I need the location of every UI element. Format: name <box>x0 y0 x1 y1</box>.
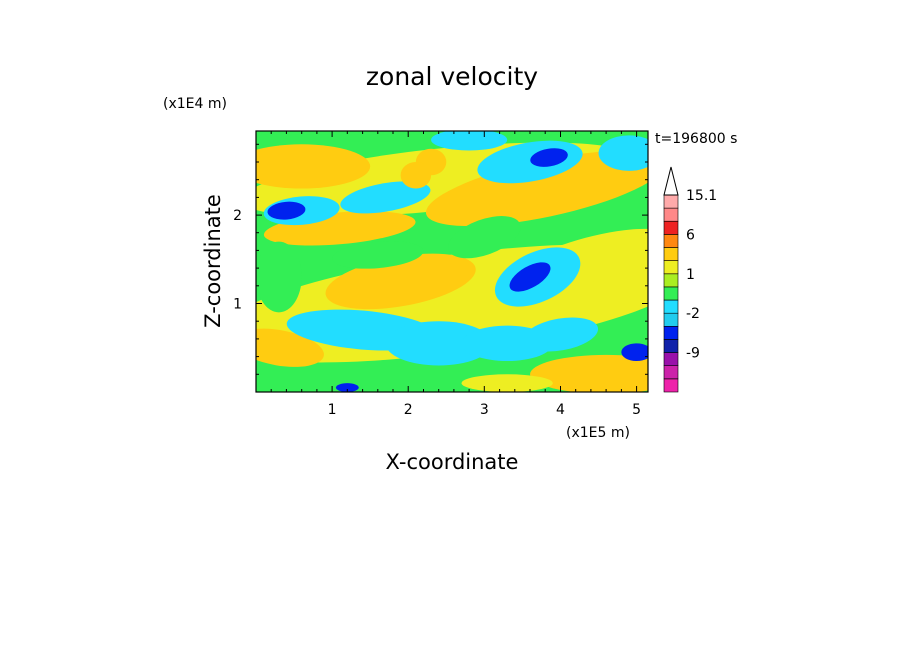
y-tick-label: 2 <box>233 208 242 224</box>
y-axis-label: Z-coordinate <box>201 194 225 328</box>
colorbar-label: -9 <box>686 346 700 362</box>
field-contour-band <box>425 150 648 227</box>
x-tick-label: 3 <box>480 402 489 418</box>
field-contour-band <box>461 374 553 392</box>
colorbar-segment <box>663 352 679 367</box>
y-tick-label: 1 <box>233 297 242 313</box>
field-contour-band <box>448 216 521 259</box>
field-contour-band <box>522 317 599 352</box>
colorbar: 15.1 6 1 -2 -9 <box>663 166 717 393</box>
y-axis-unit: (x1E4 m) <box>163 96 227 112</box>
field-contour-band <box>509 262 551 292</box>
x-tick-label: 1 <box>328 402 337 418</box>
colorbar-label: -2 <box>686 306 700 322</box>
colorbar-segment <box>663 273 679 288</box>
field-contour-band <box>530 148 568 167</box>
colorbar-segment <box>663 207 679 222</box>
plot-frame <box>255 130 649 393</box>
colorbar-segment <box>663 339 679 353</box>
x-axis-unit: (x1E5 m) <box>566 425 630 441</box>
colorbar-segment <box>663 247 679 261</box>
chart-title: zonal velocity <box>366 62 538 91</box>
colorbar-segment <box>663 325 679 340</box>
velocity-field <box>256 131 648 392</box>
colorbar-segment <box>663 365 679 380</box>
time-label: t=196800 s <box>655 131 737 147</box>
field-contour-band <box>400 161 432 189</box>
x-tick-label: 4 <box>556 402 565 418</box>
x-tick-label: 5 <box>632 402 641 418</box>
x-axis-label: X-coordinate <box>386 450 519 474</box>
field-contour-band <box>267 201 306 220</box>
contour-plot-area: 1 2 3 4 5 1 2 <box>233 130 649 418</box>
axis-ticks: 1 2 3 4 5 1 2 <box>233 131 648 418</box>
field-contour-band <box>530 354 648 392</box>
x-tick-label: 2 <box>404 402 413 418</box>
colorbar-segment <box>663 194 679 209</box>
colorbar-segment <box>663 312 679 327</box>
field-contour-band <box>598 135 648 171</box>
field-contour-band <box>335 383 359 392</box>
field-contour-band <box>256 241 302 313</box>
colorbar-segment <box>663 378 679 393</box>
colorbar-segment <box>663 234 679 248</box>
colorbar-segment <box>663 286 679 301</box>
field-contour-band <box>340 181 431 214</box>
colorbar-label: 15.1 <box>686 188 717 204</box>
field-contour-band <box>256 144 371 189</box>
colorbar-segment <box>663 221 679 235</box>
field-contour-band <box>385 321 492 366</box>
field-contour-band <box>621 343 648 362</box>
colorbar-segment <box>663 260 679 275</box>
field-contour-band <box>332 241 424 269</box>
colorbar-extend-arrow <box>663 166 679 196</box>
colorbar-segment <box>663 299 679 314</box>
colorbar-label: 6 <box>686 227 695 243</box>
colorbar-label: 1 <box>686 267 695 283</box>
field-contour-band <box>431 131 508 151</box>
